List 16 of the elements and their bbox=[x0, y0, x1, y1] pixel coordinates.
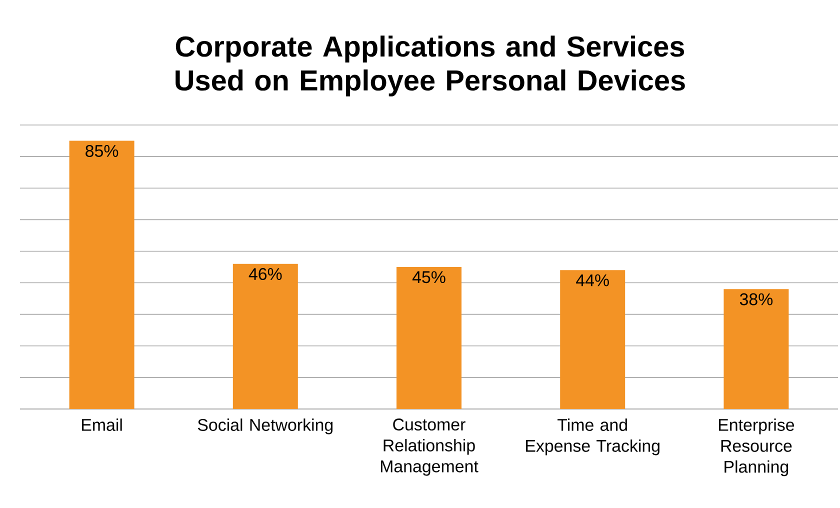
data-label: 44% bbox=[576, 274, 609, 286]
data-label: 45% bbox=[412, 271, 446, 284]
bar bbox=[69, 140, 134, 409]
bar bbox=[232, 264, 298, 409]
x-tick-label: Time and Expense Tracking bbox=[526, 418, 660, 456]
x-tick-label: Customer Relationship Management bbox=[380, 418, 478, 476]
x-tick-label: Enterprise Resource Planning bbox=[719, 418, 794, 476]
data-label: 85% bbox=[86, 144, 118, 157]
data-label: 38% bbox=[740, 293, 773, 306]
data-label: 46% bbox=[248, 268, 282, 280]
bar bbox=[396, 267, 462, 409]
bar bbox=[724, 289, 789, 409]
chart-title: Corporate Applications and Services Used on Employee Personal Devices bbox=[176, 36, 685, 96]
x-tick-label: Email bbox=[82, 418, 122, 431]
bar bbox=[560, 270, 626, 409]
x-tick-label: Social Networking bbox=[198, 418, 333, 434]
